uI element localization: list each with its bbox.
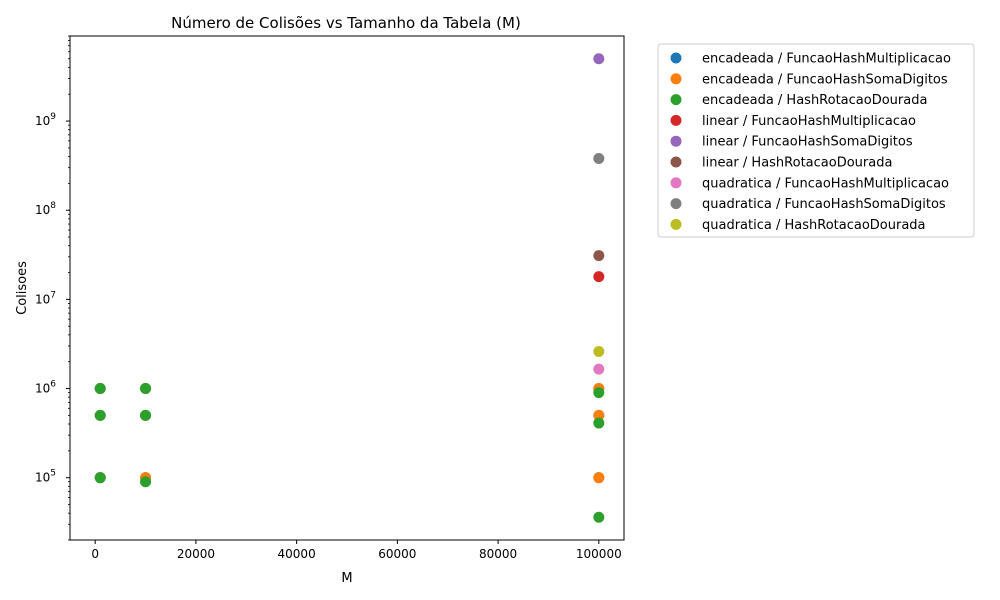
data-point-series-4: [593, 53, 605, 65]
legend-marker: [670, 198, 682, 210]
data-point-series-2: [140, 476, 152, 488]
legend-marker: [670, 52, 682, 64]
x-tick-label: 100000: [576, 547, 622, 561]
x-axis-label: M: [341, 571, 352, 586]
legend-marker: [670, 114, 682, 126]
data-point-series-2: [94, 472, 106, 484]
data-point-series-1: [593, 472, 605, 484]
plot-frame: [69, 35, 625, 541]
legend-marker: [670, 177, 682, 189]
x-tick-label: 60000: [378, 547, 416, 561]
legend-label: quadratica / HashRotacaoDourada: [702, 218, 926, 233]
x-tick-label: 20000: [177, 547, 215, 561]
y-tick-label: 107: [35, 290, 56, 306]
legend-label: quadratica / FuncaoHashMultiplicacao: [702, 176, 949, 191]
data-point-series-2: [140, 409, 152, 421]
data-point-series-2: [140, 383, 152, 395]
legend-label: encadeada / HashRotacaoDourada: [702, 93, 927, 108]
x-tick-label: 0: [91, 547, 99, 561]
legend-marker: [670, 94, 682, 106]
y-tick-label: 105: [35, 469, 56, 485]
legend-marker: [670, 135, 682, 147]
y-tick-label: 108: [35, 201, 56, 217]
legend-frame: [657, 43, 975, 238]
legend-marker: [670, 156, 682, 168]
legend-label: encadeada / FuncaoHashSomaDigitos: [702, 72, 948, 87]
data-point-series-2: [94, 409, 106, 421]
legend-label: encadeada / FuncaoHashMultiplicacao: [702, 52, 951, 67]
legend-label: linear / HashRotacaoDourada: [702, 156, 892, 171]
legend-label: quadratica / FuncaoHashSomaDigitos: [702, 197, 946, 212]
x-tick-label: 80000: [479, 547, 517, 561]
plot-area: [94, 53, 605, 523]
data-point-series-7: [593, 153, 605, 165]
data-point-series-1: [593, 409, 605, 421]
legend-label: linear / FuncaoHashSomaDigitos: [702, 135, 913, 150]
chart-title: Número de Colisões vs Tamanho da Tabela …: [171, 14, 521, 32]
data-point-series-6: [593, 363, 605, 375]
data-point-series-3: [593, 271, 605, 283]
legend: encadeada / FuncaoHashMultiplicacao encad…: [657, 43, 975, 238]
y-axis-label: Colisoes: [15, 261, 30, 315]
legend-marker: [670, 218, 682, 230]
y-axis: 105 106 107 108 109: [35, 35, 70, 541]
data-point-series-5: [593, 250, 605, 262]
data-point-series-2: [593, 417, 605, 429]
x-tick-label: 40000: [278, 547, 316, 561]
data-point-series-2: [593, 511, 605, 523]
x-axis: 0 20000 40000 60000 80000 100000: [91, 540, 622, 561]
y-tick-label: 106: [35, 380, 56, 396]
data-point-series-2: [94, 383, 106, 395]
legend-marker: [670, 73, 682, 85]
data-point-series-8: [593, 346, 605, 358]
legend-label: linear / FuncaoHashMultiplicacao: [702, 114, 916, 129]
data-point-series-2: [593, 387, 605, 399]
y-tick-label: 109: [35, 112, 56, 128]
